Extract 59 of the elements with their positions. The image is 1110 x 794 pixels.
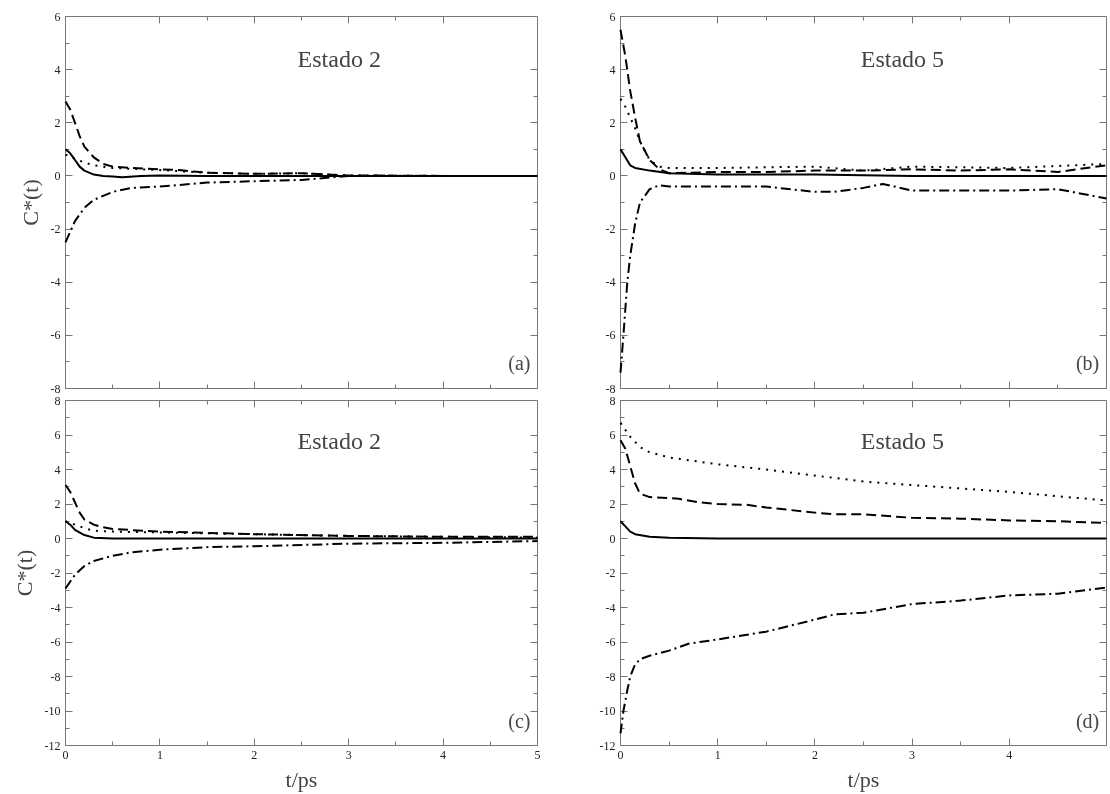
y-tick-label: -2 [605, 222, 616, 237]
y-axis-title: C*(t) [17, 179, 43, 226]
x-tick-label: 1 [714, 747, 721, 762]
x-axis-title: t/ps [285, 766, 318, 792]
y-tick-label: -4 [605, 600, 616, 615]
y-tick-label: -12 [599, 738, 616, 753]
y-tick-label: 6 [54, 9, 61, 24]
y-tick-label: 0 [54, 168, 61, 183]
y-tick-label: -10 [44, 704, 61, 718]
y-tick-label: 4 [54, 462, 61, 477]
annotation: (a) [508, 351, 531, 375]
y-tick-label: 0 [54, 531, 61, 546]
x-tick-label: 3 [345, 747, 352, 762]
x-tick-label: 4 [440, 747, 447, 762]
x-tick-label: 3 [909, 747, 916, 762]
y-tick-label: 6 [609, 9, 616, 24]
x-axis-title: t/ps [847, 766, 880, 792]
y-tick-label: 6 [609, 428, 616, 442]
y-tick-label: -8 [605, 669, 616, 684]
y-tick-label: -6 [50, 635, 61, 649]
annotation: (d) [1075, 709, 1100, 733]
annotation: Estado 5 [860, 428, 945, 455]
y-tick-label: -2 [605, 566, 616, 580]
y-tick-label: 0 [609, 168, 616, 183]
y-tick-label: 8 [54, 393, 61, 408]
y-tick-label: -10 [599, 704, 616, 718]
y-tick-label: 2 [54, 115, 61, 130]
x-tick-label: 1 [156, 747, 163, 762]
annotation: Estado 2 [297, 428, 381, 455]
y-tick-label: 2 [54, 497, 61, 511]
y-tick-label: -8 [50, 381, 61, 396]
y-tick-label: -4 [50, 600, 61, 615]
y-tick-label: 4 [609, 62, 616, 77]
y-tick-label: -2 [50, 222, 61, 237]
y-tick-label: 2 [609, 497, 616, 511]
y-tick-label: -8 [605, 381, 616, 396]
x-tick-label: 2 [811, 747, 818, 762]
y-tick-label: -2 [50, 566, 61, 580]
y-tick-label: 6 [54, 428, 61, 442]
y-tick-label: -6 [605, 635, 616, 649]
y-tick-label: 4 [54, 62, 61, 77]
y-tick-label: 2 [609, 115, 616, 130]
y-tick-label: -4 [605, 275, 616, 290]
annotation: Estado 2 [297, 46, 381, 73]
y-tick-label: 8 [609, 393, 616, 408]
annotation: (b) [1075, 351, 1100, 375]
annotation: (c) [508, 709, 531, 733]
annotation: Estado 5 [860, 46, 945, 73]
y-tick-label: -4 [50, 275, 61, 290]
y-tick-label: -6 [605, 328, 616, 343]
y-tick-label: -6 [50, 328, 61, 343]
x-tick-label: 4 [1006, 747, 1013, 762]
y-tick-label: 4 [609, 462, 616, 477]
y-tick-label: -12 [44, 738, 61, 753]
y-axis-title: C*(t) [11, 549, 37, 597]
y-tick-label: -8 [50, 669, 61, 684]
x-tick-label: 5 [534, 747, 541, 762]
y-tick-label: 0 [609, 531, 616, 546]
x-tick-label: 2 [251, 747, 258, 762]
